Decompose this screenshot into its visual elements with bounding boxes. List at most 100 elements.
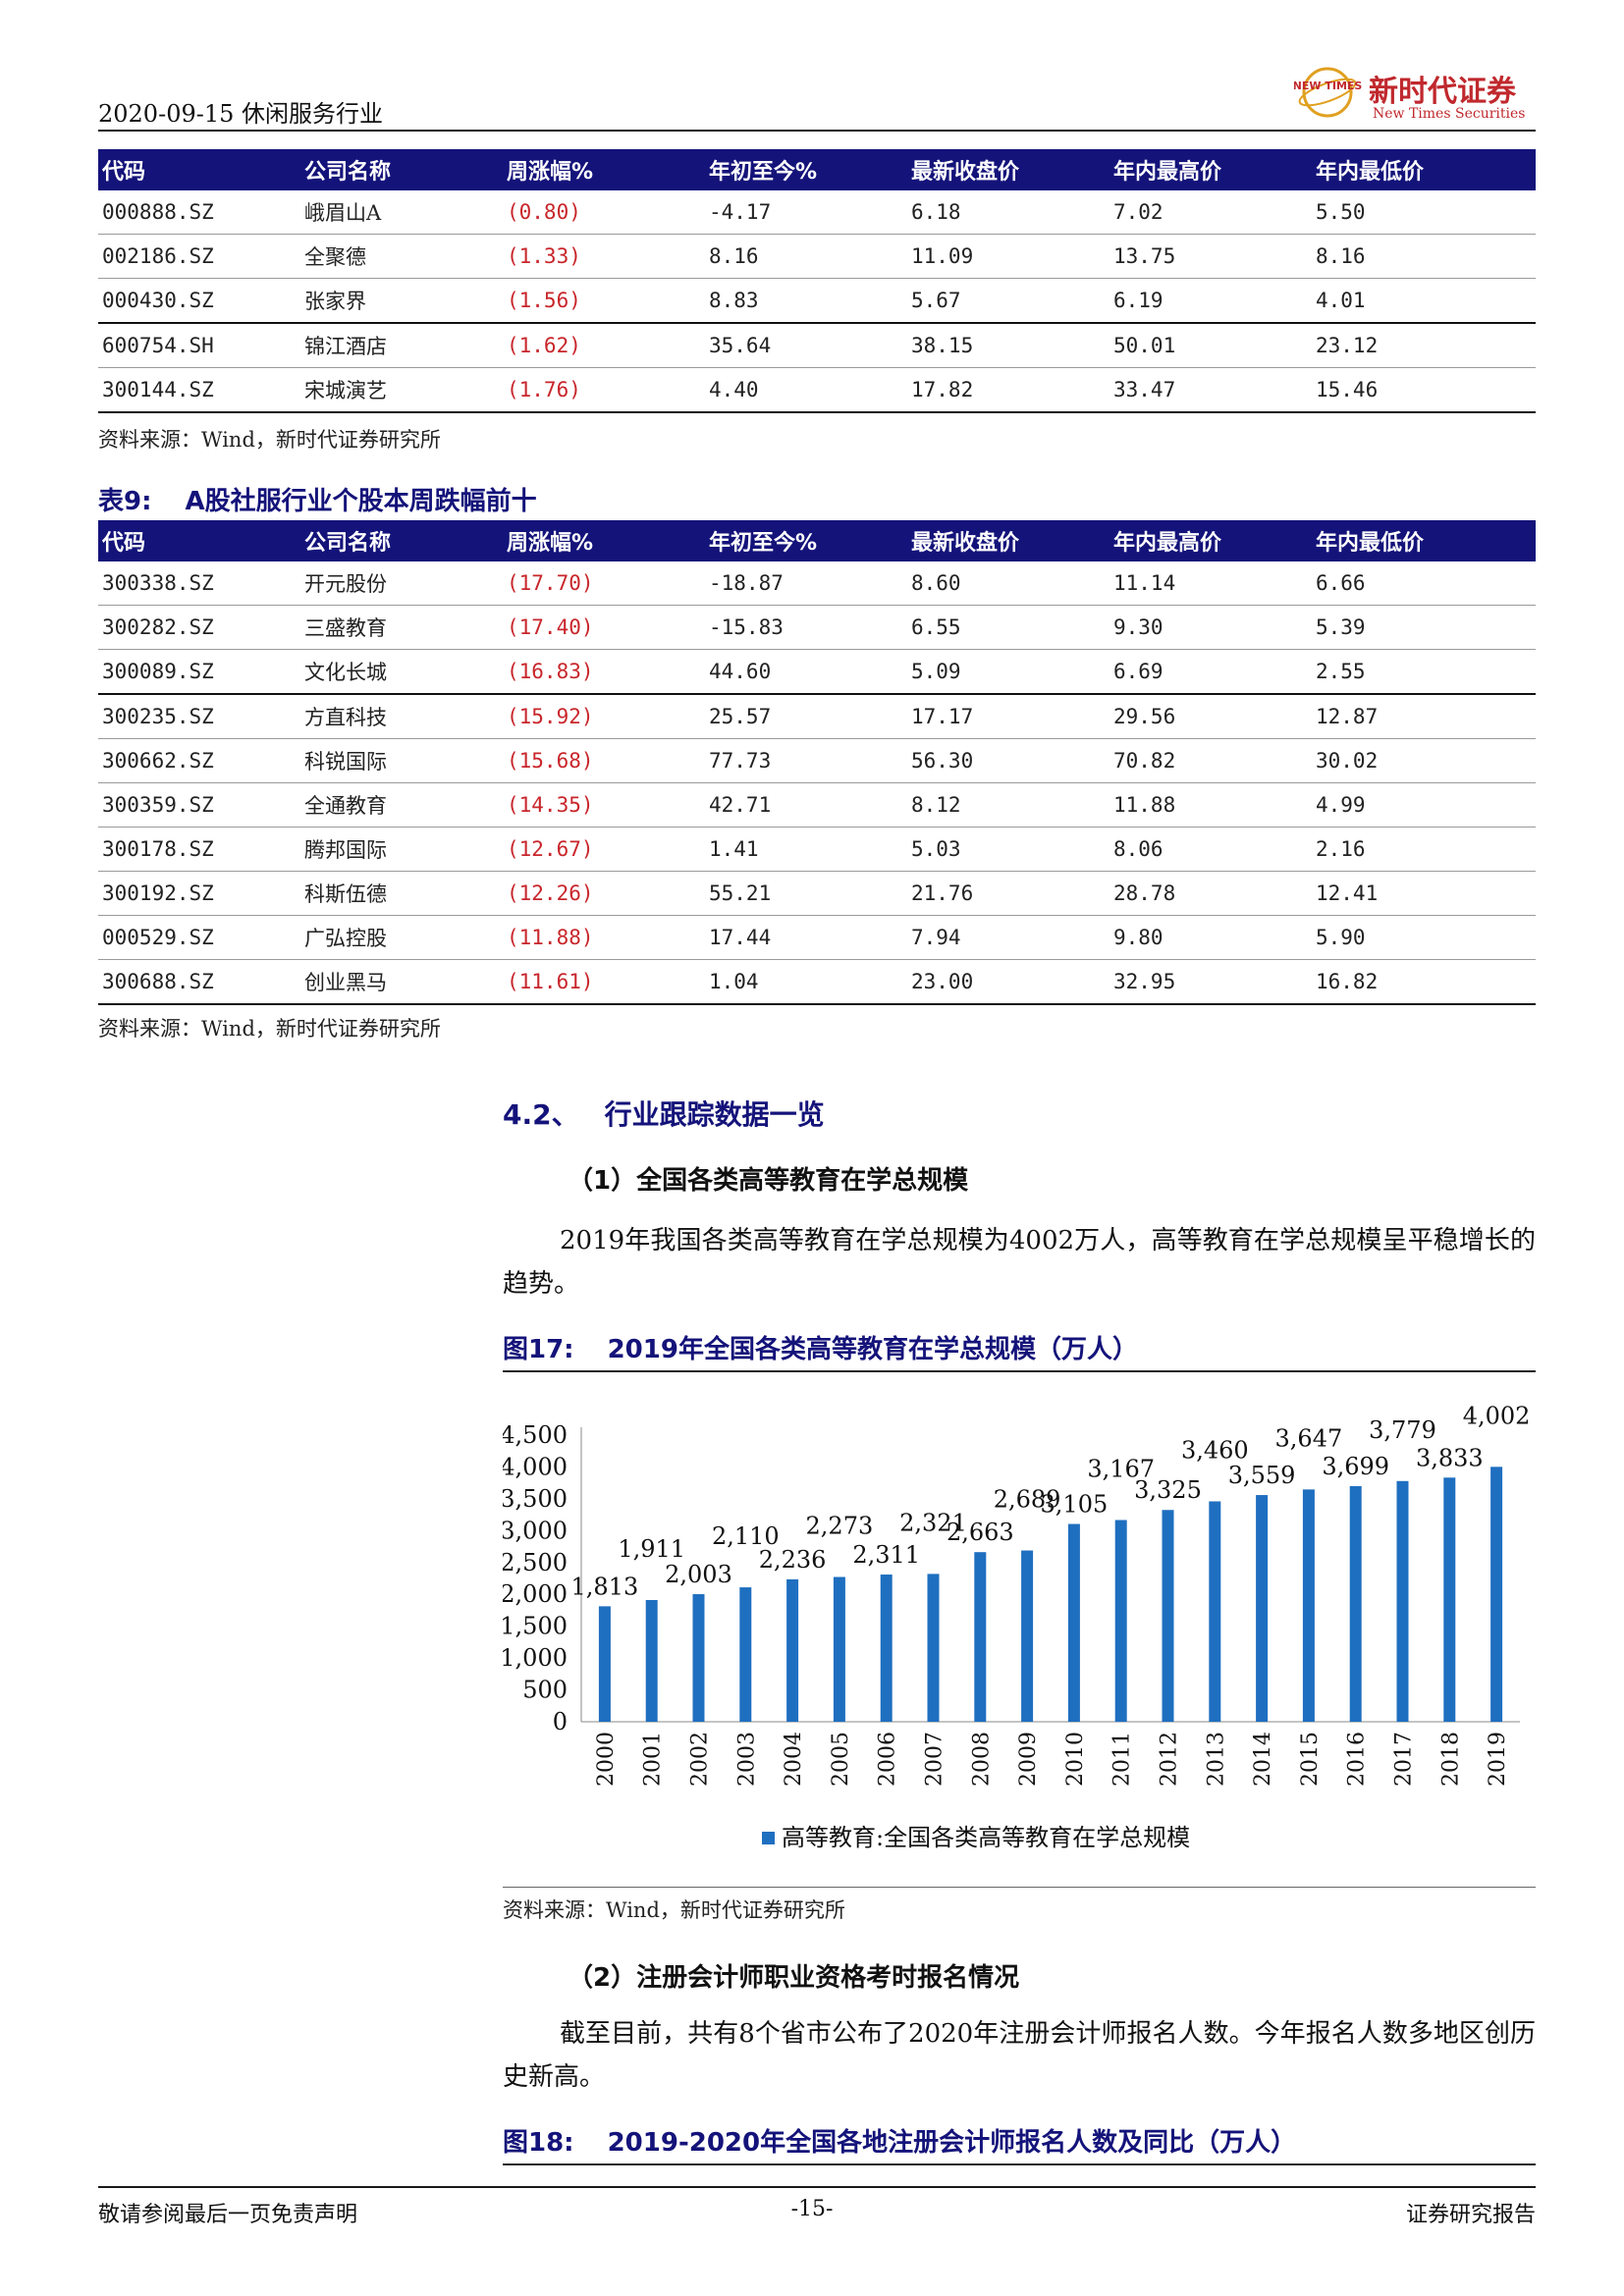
y-tick-label: 1,500 xyxy=(503,1613,568,1640)
figure17-label: 图17: xyxy=(503,1335,574,1364)
y-tick-label: 0 xyxy=(553,1708,568,1735)
table-cell: 5.39 xyxy=(1312,605,1536,650)
table-cell: 4.99 xyxy=(1312,782,1536,828)
column-header: 代码 xyxy=(98,149,300,190)
figure18-title: 图18: 2019-2020年全国各地注册会计师报名人数及同比（万人） xyxy=(503,2122,1296,2159)
table-cell: 300688.SZ xyxy=(98,959,300,1005)
table-cell: 6.55 xyxy=(907,605,1110,650)
y-tick-label: 2,500 xyxy=(503,1549,568,1576)
bar-chart: 0 500 1,000 1,500 2,000 2,500 3,000 3,500 4,000 4… xyxy=(500,1402,1531,1851)
data-label: 3,325 xyxy=(1134,1476,1202,1504)
table-row: 000430.SZ 张家界 (1.56) 8.83 5.67 6.19 4.01 xyxy=(98,278,1536,324)
table-cell: 28.78 xyxy=(1110,871,1312,916)
data-label: 2,311 xyxy=(852,1541,920,1569)
table-cell: 11.14 xyxy=(1110,561,1312,606)
table-cell: 腾邦国际 xyxy=(300,827,503,872)
figure17-title: 图17: 2019年全国各类高等教育在学总规模（万人） xyxy=(503,1329,1138,1365)
table-cell: 11.88 xyxy=(1110,782,1312,828)
figure17-top-rule xyxy=(503,1370,1536,1372)
bar xyxy=(692,1594,705,1722)
x-tick-label: 2014 xyxy=(1251,1732,1275,1787)
x-tick-label: 2013 xyxy=(1204,1732,1228,1787)
data-label: 2,663 xyxy=(947,1519,1014,1546)
table-cell: 17.44 xyxy=(705,915,907,960)
table-cell: 300338.SZ xyxy=(98,561,300,606)
table-cell: 5.90 xyxy=(1312,915,1536,960)
table-cell: 17.17 xyxy=(907,694,1110,739)
table-cell: (11.88) xyxy=(503,915,705,960)
table-cell: 峨眉山A xyxy=(300,190,503,235)
y-tick-label: 4,000 xyxy=(503,1453,568,1480)
table-cell: 创业黑马 xyxy=(300,959,503,1005)
x-tick-label: 2010 xyxy=(1063,1732,1088,1787)
table-cell: 6.19 xyxy=(1110,278,1312,324)
table-cell: 70.82 xyxy=(1110,738,1312,783)
table9-label: 表9: xyxy=(98,487,152,516)
x-axis: 2000 2001 2002 2003 2004 2005 2006 2007 2008 2009… xyxy=(594,1732,1510,1787)
bar xyxy=(1209,1501,1221,1722)
data-label: 3,167 xyxy=(1087,1455,1155,1482)
bar xyxy=(927,1574,940,1722)
table-cell: 锦江酒店 xyxy=(300,323,503,368)
legend-swatch xyxy=(762,1832,775,1844)
table-cell: 科锐国际 xyxy=(300,738,503,783)
x-tick-label: 2016 xyxy=(1345,1732,1370,1787)
table-cell: 300144.SZ xyxy=(98,367,300,413)
figure17-bottom-rule xyxy=(503,1887,1536,1888)
x-tick-label: 2019 xyxy=(1486,1732,1510,1787)
table-cell: 56.30 xyxy=(907,738,1110,783)
bar xyxy=(880,1575,893,1722)
chart-legend: 高等教育:全国各类高等教育在学总规模 xyxy=(762,1824,1190,1851)
legend-label: 高等教育:全国各类高等教育在学总规模 xyxy=(782,1824,1190,1851)
column-header: 年内最高价 xyxy=(1110,520,1312,561)
x-tick-label: 2006 xyxy=(876,1732,900,1787)
table-cell: (15.68) xyxy=(503,738,705,783)
table-cell: -4.17 xyxy=(705,190,907,235)
column-header: 周涨幅% xyxy=(503,149,705,190)
data-label: 3,460 xyxy=(1181,1436,1249,1464)
table-cell: 300359.SZ xyxy=(98,782,300,828)
table-cell: 三盛教育 xyxy=(300,605,503,650)
table-row: 300359.SZ 全通教育 (14.35) 42.71 8.12 11.88 4.99 xyxy=(98,782,1536,828)
table-cell: (1.33) xyxy=(503,234,705,279)
bars xyxy=(598,1467,1503,1722)
column-header: 最新收盘价 xyxy=(907,149,1110,190)
table-top-source: 资料来源：Wind，新时代证券研究所 xyxy=(98,428,441,452)
table-cell: (1.56) xyxy=(503,278,705,324)
table-cell: 7.02 xyxy=(1110,190,1312,235)
logo-english-name: New Times Securities xyxy=(1373,106,1526,122)
table-cell: 6.66 xyxy=(1312,561,1536,606)
data-label: 3,779 xyxy=(1369,1416,1436,1444)
bar xyxy=(645,1599,658,1722)
y-tick-label: 500 xyxy=(522,1677,568,1704)
table-cell: 30.02 xyxy=(1312,738,1536,783)
table-cell: 方直科技 xyxy=(300,694,503,739)
column-header: 公司名称 xyxy=(300,520,503,561)
header-date-industry: 2020-09-15 休闲服务行业 xyxy=(98,100,384,128)
table-cell: 000529.SZ xyxy=(98,915,300,960)
table-cell: 55.21 xyxy=(705,871,907,916)
x-tick-label: 2007 xyxy=(923,1732,947,1787)
y-tick-label: 2,000 xyxy=(503,1580,568,1608)
table-row: 600754.SH 锦江酒店 (1.62) 35.64 38.15 50.01 23.12 xyxy=(98,323,1536,368)
table-cell: 13.75 xyxy=(1110,234,1312,279)
table-header-row: 代码 公司名称 周涨幅% 年初至今% 最新收盘价 年内最高价 年内最低价 xyxy=(98,149,1536,190)
x-tick-label: 2015 xyxy=(1298,1732,1323,1787)
stock-table-9: 代码 公司名称 周涨幅% 年初至今% 最新收盘价 年内最高价 年内最低价 300338.SZ… xyxy=(98,520,1536,1005)
table-cell: (14.35) xyxy=(503,782,705,828)
bar xyxy=(1067,1523,1080,1722)
bar xyxy=(739,1587,752,1722)
table9-source: 资料来源：Wind，新时代证券研究所 xyxy=(98,1017,441,1041)
table-row: 002186.SZ 全聚德 (1.33) 8.16 11.09 13.75 8.16 xyxy=(98,234,1536,279)
table-row: 300089.SZ 文化长城 (16.83) 44.60 5.09 6.69 2.55 xyxy=(98,649,1536,695)
company-logo-icon: NEW TIMES xyxy=(1294,67,1362,118)
x-tick-label: 2005 xyxy=(829,1732,853,1787)
table-row: 300235.SZ 方直科技 (15.92) 25.57 17.17 29.56 12.87 xyxy=(98,694,1536,739)
table9-title: 表9: A股社服行业个股本周跌幅前十 xyxy=(98,481,537,517)
table-cell: 300235.SZ xyxy=(98,694,300,739)
x-tick-label: 2000 xyxy=(594,1732,619,1787)
table-cell: 1.04 xyxy=(705,959,907,1005)
table-cell: 300282.SZ xyxy=(98,605,300,650)
subsection-1-title: （1）全国各类高等教育在学总规模 xyxy=(568,1166,969,1196)
